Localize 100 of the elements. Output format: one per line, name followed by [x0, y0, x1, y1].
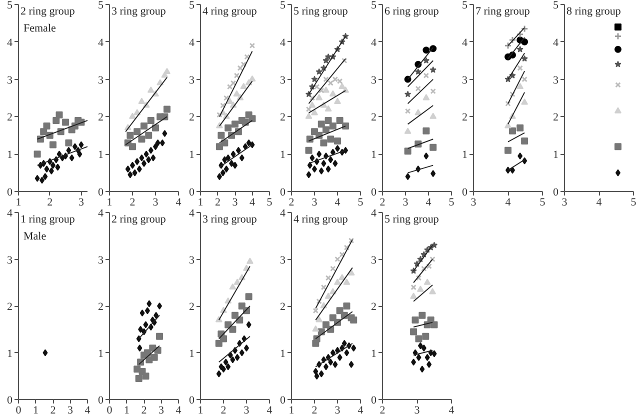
point [128, 171, 133, 178]
point [234, 354, 240, 361]
chart-title: 7 ring group [476, 6, 530, 18]
point [164, 68, 170, 74]
y-tick-label: 0 [280, 394, 286, 406]
point [404, 148, 412, 155]
x-tick-label: 4 [426, 196, 432, 208]
point [221, 139, 228, 146]
point [342, 58, 348, 64]
point [422, 57, 430, 64]
x-tick-label: 5 [448, 196, 455, 208]
point [246, 321, 252, 328]
point [146, 156, 152, 164]
y-tick-label: 3 [98, 254, 104, 266]
point [229, 283, 236, 290]
x-tick-label: 0 [16, 404, 22, 416]
point [316, 298, 322, 304]
annotation: Male [24, 230, 46, 242]
point [226, 154, 231, 162]
x-tick-label: 3 [232, 196, 238, 208]
y-tick-label: 5 [189, 0, 195, 12]
y-tick-label: 5 [280, 0, 286, 12]
x-tick-label: 2 [288, 196, 294, 208]
point [430, 242, 438, 248]
point [134, 128, 141, 136]
point [327, 136, 334, 143]
point [348, 360, 354, 368]
point [245, 293, 252, 300]
point [334, 256, 340, 262]
point [324, 105, 332, 112]
point [418, 312, 426, 319]
y-tick-label: 5 [553, 0, 559, 12]
point [249, 42, 256, 49]
y-tick-label: 4 [462, 36, 468, 49]
point [521, 38, 528, 46]
point [125, 166, 130, 173]
y-tick-label: 1 [98, 348, 104, 360]
point [324, 292, 332, 299]
point [150, 354, 158, 361]
x-tick-label: 4 [334, 196, 341, 208]
point [154, 312, 159, 319]
x-tick-label: 4 [176, 196, 182, 208]
point [129, 112, 136, 119]
point [229, 326, 236, 333]
point [126, 132, 134, 139]
x-tick-label: 1 [124, 404, 130, 416]
point [422, 127, 430, 134]
point [142, 372, 150, 380]
point [52, 116, 60, 124]
x-tick-label: 2 [50, 404, 56, 416]
point [246, 139, 252, 146]
y-tick-label: 2 [553, 112, 558, 124]
point [156, 332, 164, 340]
point [140, 310, 145, 317]
x-tick-label: 2 [312, 404, 318, 416]
point [338, 82, 346, 90]
y-tick-label: 4 [7, 208, 13, 220]
point [322, 126, 330, 134]
y-tick-label: 2 [280, 112, 286, 124]
point [246, 258, 254, 264]
point [518, 152, 523, 160]
point [429, 288, 436, 294]
point [328, 156, 334, 164]
y-tick-label: 4 [189, 208, 195, 220]
point [318, 88, 324, 94]
x-tick-label: 3 [562, 196, 568, 208]
point [155, 139, 160, 146]
point [430, 144, 437, 151]
point [230, 80, 236, 86]
point [309, 95, 316, 101]
point [410, 292, 418, 299]
point [313, 368, 318, 375]
point [516, 46, 524, 52]
point [422, 46, 430, 54]
y-tick-label: 1 [371, 348, 376, 360]
point [405, 173, 410, 180]
point [34, 174, 40, 182]
point [311, 108, 318, 116]
x-tick-label: 2 [215, 196, 220, 208]
x-tick-label: 1 [198, 404, 204, 416]
point [343, 278, 350, 285]
point [223, 358, 228, 366]
point [136, 166, 142, 173]
point [312, 325, 320, 332]
y-tick-label: 4 [98, 36, 104, 49]
y-tick-label: 0 [98, 394, 104, 406]
point [422, 94, 430, 100]
point [139, 154, 144, 162]
y-tick-label: 3 [98, 74, 104, 86]
point [239, 154, 244, 162]
point [311, 76, 318, 82]
y-tick-label: 1 [189, 348, 194, 360]
chart-title: 5 ring group [384, 214, 440, 226]
chart-title: 3 ring group [112, 6, 166, 18]
point [521, 138, 528, 145]
point [77, 150, 82, 158]
y-tick-label: 0 [371, 186, 377, 198]
y-tick-label: 0 [371, 394, 377, 406]
point [430, 88, 436, 94]
chart-title: 2 ring group [20, 6, 76, 18]
